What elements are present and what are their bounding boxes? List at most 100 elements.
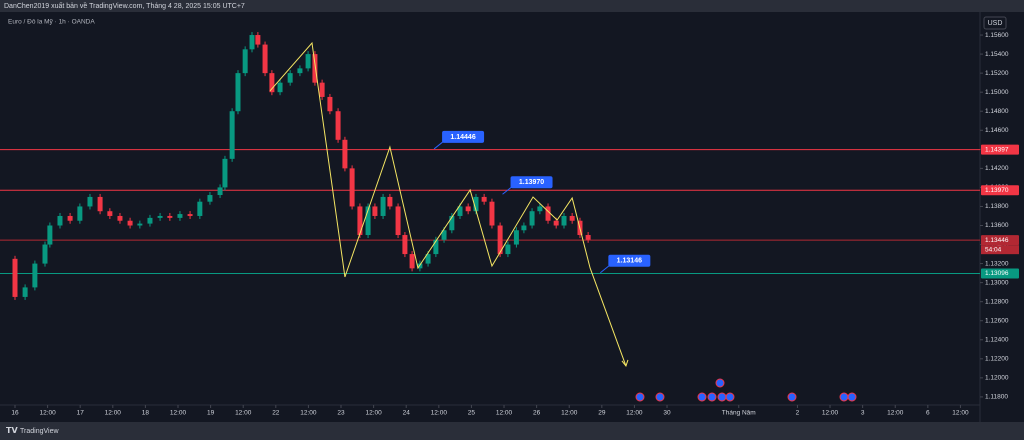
- callout-pointer: [433, 140, 445, 150]
- candle: [187, 214, 193, 216]
- y-tick-label: 1.12200: [985, 356, 1009, 363]
- candle: [269, 73, 275, 93]
- y-tick-label: 1.15200: [985, 70, 1009, 77]
- currency-button[interactable]: [983, 16, 1007, 30]
- candle: [372, 206, 378, 216]
- plot: 1.14446 1.13970 1.13146: [0, 32, 980, 367]
- level-tag: [981, 235, 1019, 246]
- level-label: 1.13446: [985, 237, 1009, 244]
- y-tick-label: 1.14600: [985, 127, 1009, 134]
- x-tick-label: 17: [77, 410, 85, 417]
- candle: [222, 158, 228, 188]
- level-tag: [981, 268, 1019, 279]
- x-tick-label: 12:00: [105, 410, 122, 417]
- x-tick-label: 12:00: [170, 410, 187, 417]
- candle: [22, 287, 28, 297]
- candle: [77, 206, 83, 221]
- candle: [97, 196, 103, 212]
- zigzag: [269, 41, 627, 367]
- y-tick-label: 1.12600: [985, 317, 1009, 324]
- candle: [365, 206, 371, 236]
- x-tick-label: 12:00: [365, 410, 382, 417]
- x-tick-label: 12:00: [561, 410, 578, 417]
- y-tick-label: 1.12800: [985, 298, 1009, 305]
- y-tick-label: 1.13600: [985, 222, 1009, 229]
- countdown: 54:04: [985, 246, 1002, 253]
- candle: [167, 215, 173, 218]
- candle: [147, 217, 153, 224]
- candle: [433, 239, 439, 255]
- callout-pointer: [600, 264, 611, 274]
- candle: [255, 35, 261, 45]
- candle: [157, 215, 163, 218]
- candle: [395, 206, 401, 236]
- x-tick-label: 29: [598, 410, 606, 417]
- candle: [297, 68, 303, 74]
- candle: [529, 211, 535, 226]
- x-tick-label: 2: [796, 410, 800, 417]
- candle: [217, 187, 223, 196]
- candle: [521, 225, 527, 231]
- candle: [319, 82, 325, 97]
- y-tick-label: 1.13800: [985, 203, 1009, 210]
- event-icons: [635, 378, 857, 402]
- callout-box: [608, 254, 651, 267]
- candle: [481, 196, 487, 202]
- candle: [327, 96, 333, 112]
- candle: [569, 215, 575, 221]
- candle: [262, 44, 268, 74]
- candle: [242, 49, 248, 74]
- level-tag: [981, 144, 1019, 155]
- callout-box: [442, 130, 485, 143]
- candle: [357, 206, 363, 236]
- x-tick-label: 12:00: [887, 410, 904, 417]
- candle: [402, 235, 408, 255]
- candle: [57, 215, 63, 226]
- candle: [229, 111, 235, 159]
- candle: [457, 206, 463, 216]
- x-tick-label: 12:00: [39, 410, 56, 417]
- candle: [312, 54, 318, 83]
- x-tick-label: 22: [272, 410, 280, 417]
- currency[interactable]: USD: [988, 20, 1003, 27]
- y-tick-label: 1.15600: [985, 32, 1009, 39]
- y-tick-label: 1.14200: [985, 165, 1009, 172]
- y-tick-label: 1.13200: [985, 260, 1009, 267]
- candle: [67, 215, 73, 221]
- candle: [380, 196, 386, 216]
- candle: [277, 82, 283, 93]
- x-tick-label: 19: [207, 410, 215, 417]
- candle: [32, 263, 38, 288]
- candle: [349, 168, 355, 207]
- x-tick-label: Tháng Năm: [722, 410, 756, 417]
- candle: [489, 201, 495, 226]
- level-label: 1.13970: [985, 187, 1009, 194]
- candle: [12, 258, 18, 297]
- x-tick-label: 16: [11, 410, 19, 417]
- level-label: 1.13096: [985, 270, 1009, 277]
- x-tick-label: 12:00: [300, 410, 317, 417]
- candle: [127, 220, 133, 226]
- candle: [537, 206, 543, 212]
- arrow-head: [621, 359, 629, 367]
- candle: [545, 206, 551, 221]
- candle: [473, 196, 479, 212]
- candle: [335, 111, 341, 140]
- candle: [42, 244, 48, 264]
- candle: [137, 223, 143, 226]
- x-tick-label: 30: [663, 410, 671, 417]
- x-tick-label: 24: [403, 410, 411, 417]
- callout-label: 1.14446: [450, 134, 475, 141]
- x-tick-label: 12:00: [431, 410, 448, 417]
- x-tick-label: 3: [861, 410, 865, 417]
- x-tick-label: 12:00: [952, 410, 969, 417]
- candle: [417, 263, 423, 269]
- candle: [47, 225, 53, 245]
- top-bar: [0, 0, 1024, 12]
- candle: [342, 139, 348, 169]
- candle: [441, 230, 447, 240]
- candle: [425, 254, 431, 264]
- candle: [117, 215, 123, 221]
- x-tick-label: 18: [142, 410, 150, 417]
